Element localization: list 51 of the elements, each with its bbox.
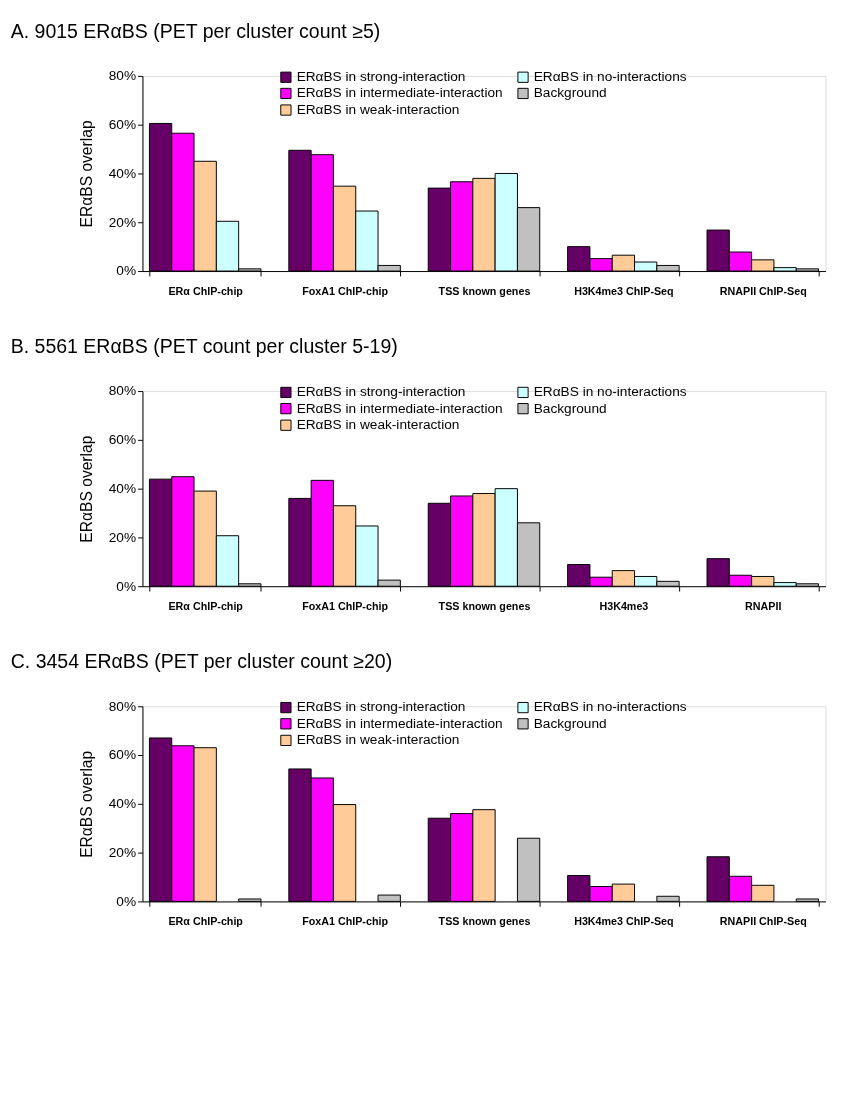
legend-label: Background (533, 400, 607, 416)
x-tick-label: FoxA1 ChIP-chip (302, 600, 389, 613)
legend-label: ERαBS in intermediate-interaction (296, 400, 503, 416)
legend-label: ERαBS in no-interactions (533, 69, 687, 85)
legend-label: ERαBS in weak-interaction (296, 417, 460, 433)
x-tick-label: TSS known genes (438, 600, 531, 613)
y-tick-label: 60% (108, 432, 137, 448)
y-tick-label: 80% (108, 68, 137, 84)
y-tick-label: 0% (116, 578, 137, 594)
x-tick-label: RNAPII ChIP-Seq (719, 915, 807, 928)
legend-label: ERαBS in weak-interaction (296, 732, 460, 748)
y-tick-label: 40% (108, 481, 137, 497)
y-tick-label: 60% (108, 117, 137, 133)
x-tick-label: RNAPII (745, 600, 782, 613)
y-tick-label: 20% (108, 529, 137, 545)
y-tick-label: 20% (108, 214, 137, 230)
legend-label: ERαBS in intermediate-interaction (296, 715, 503, 731)
legend-label: ERαBS in strong-interaction (296, 699, 466, 715)
y-tick-label: 20% (108, 845, 137, 861)
x-tick-label: FoxA1 ChIP-chip (302, 284, 389, 297)
x-tick-label: ERα ChIP-chip (168, 600, 244, 613)
chart-title: C. 3454 ERαBS (PET per cluster count ≥20) (10, 650, 393, 673)
legend-label: ERαBS in intermediate-interaction (296, 85, 503, 101)
x-tick-label: H3K4me3 (599, 600, 649, 613)
legend-label: ERαBS in strong-interaction (296, 69, 466, 85)
x-tick-label: ERα ChIP-chip (168, 284, 244, 297)
y-axis-title: ERαBS overlap (78, 435, 96, 543)
y-tick-label: 60% (108, 747, 137, 763)
x-tick-label: H3K4me3 ChIP-Seq (574, 284, 674, 297)
chart-title: B. 5561 ERαBS (PET count per cluster 5-19) (10, 335, 398, 358)
x-tick-label: TSS known genes (438, 915, 531, 928)
x-tick-label: H3K4me3 ChIP-Seq (574, 915, 674, 928)
legend-label: ERαBS in strong-interaction (296, 384, 466, 400)
legend-label: ERαBS in weak-interaction (296, 101, 460, 117)
x-tick-label: ERα ChIP-chip (168, 915, 244, 928)
y-tick-label: 0% (116, 263, 137, 279)
legend-label: Background (533, 715, 607, 731)
legend-label: Background (533, 85, 607, 101)
y-tick-label: 0% (116, 893, 137, 909)
legend-label: ERαBS in no-interactions (533, 699, 687, 715)
x-tick-label: TSS known genes (438, 284, 531, 297)
y-axis-title: ERαBS overlap (78, 750, 96, 858)
y-axis-title: ERαBS overlap (78, 120, 96, 228)
y-tick-label: 80% (108, 383, 137, 399)
x-tick-label: FoxA1 ChIP-chip (302, 915, 389, 928)
chart-title: A. 9015 ERαBS (PET per cluster count ≥5) (10, 19, 381, 42)
y-tick-label: 80% (108, 698, 137, 714)
x-tick-label: RNAPII ChIP-Seq (719, 284, 807, 297)
y-tick-label: 40% (108, 796, 137, 812)
y-tick-label: 40% (108, 165, 137, 181)
legend-label: ERαBS in no-interactions (533, 384, 687, 400)
